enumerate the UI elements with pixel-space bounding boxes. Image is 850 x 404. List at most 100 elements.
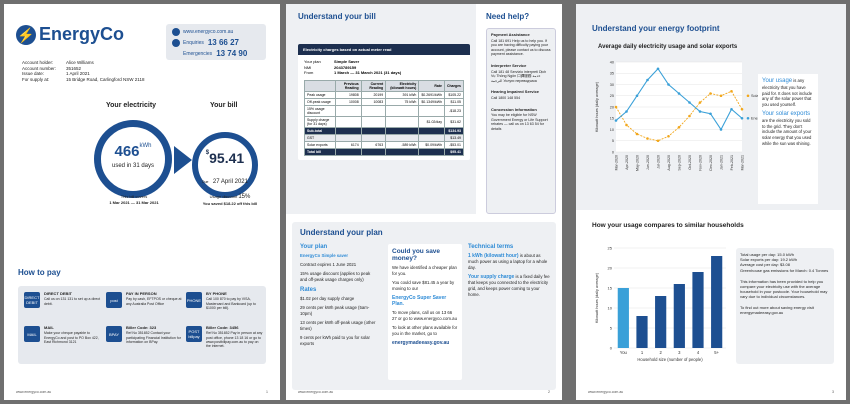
discount-note: Usage discount 15% You saved $18.22 off … — [188, 194, 272, 206]
account-value: 351652 — [66, 65, 82, 71]
paragraph: $1.02 per day supply charge — [300, 296, 355, 301]
table-row: GST $13.49 — [304, 133, 465, 142]
account-row: For supply at: 15 Bridge Road, Carlingfor… — [22, 77, 242, 83]
save-text: We have identified a cheaper plan for yo… — [392, 265, 458, 346]
plan-row-label: Your plan — [304, 59, 321, 64]
y-tick-label: 25 — [608, 245, 613, 250]
y-tick-label: 0 — [610, 345, 613, 350]
need-help-heading: Need help? — [486, 12, 530, 21]
usage-figure: 466kWh — [101, 143, 165, 161]
stats-panel: Total usage per day: 15.0 kWh Solar expor… — [736, 248, 834, 364]
plan-row: NMI 2043789159 — [304, 65, 464, 71]
table-cell: GST — [304, 133, 336, 142]
payment-logo-icon: PHONE — [186, 292, 202, 308]
data-point — [730, 89, 733, 93]
data-point — [646, 78, 649, 82]
paragraph: 9 cents per kWh paid to you for solar ex… — [300, 335, 370, 346]
plan-panel: Understand your plan Your plan EnergyCo … — [292, 222, 556, 390]
payment-desc: Make your cheque payable to EnergyCo and… — [44, 331, 99, 344]
page-footer: www.energyco.com.au 3 — [588, 390, 834, 394]
table-cell: 6763 — [360, 140, 387, 149]
legend-marker — [746, 116, 750, 120]
data-point — [719, 128, 723, 131]
y-tick-label: 35 — [610, 72, 614, 76]
arrow-right-icon — [174, 146, 192, 174]
payment-logo-icon: POST billpay — [186, 326, 202, 342]
payment-text: MAIL Make your cheque payable to EnergyCo… — [44, 325, 102, 344]
help-section: Hearing Impaired Service Call 1800 148 55… — [491, 90, 551, 100]
understand-bill-heading: Understand your bill — [298, 12, 376, 21]
x-tick-label: Jun-2020 — [646, 155, 650, 170]
table-cell: $105.22 — [443, 90, 465, 99]
paragraph: 15% usage discount (applies to peak and … — [300, 271, 371, 282]
plan-row-value: 2043789159 — [334, 64, 357, 70]
help-title: Concession Information — [491, 106, 537, 112]
x-axis-label: Household size (number of people) — [637, 357, 703, 362]
emergencies-row: Emergencies 13 74 90 — [172, 49, 260, 58]
table-cell — [385, 133, 420, 142]
table-cell — [334, 133, 362, 142]
account-value: 1 April 2021 — [66, 71, 90, 76]
paragraph: EnergyCo Simple saver — [300, 253, 349, 258]
usage-value: 466 — [114, 143, 140, 160]
stat-line: Total usage per day: 15.0 kWh — [740, 252, 795, 257]
data-point — [635, 94, 639, 98]
website-link[interactable]: www.energyco.com.au — [183, 29, 234, 35]
plan-row: From 1 March — 31 March 2021 (31 days) — [304, 70, 464, 76]
solar-definition: are the electricity you sold to the grid… — [762, 117, 812, 146]
payment-method: DIRECT DEBIT DIRECT DEBIT Call us on 131 1… — [24, 291, 102, 308]
payment-desc: Call 100 870 to pay by VISA, Mastercard … — [206, 297, 256, 310]
bar-chart-title: How your usage compares to similar house… — [592, 222, 744, 229]
understand-plan-heading: Understand your plan — [300, 228, 383, 237]
payment-text: BY PHONE Call 100 870 to pay by VISA, Mas… — [206, 291, 264, 310]
emergencies-number: 13 74 90 — [216, 49, 248, 58]
info-paragraph: This information has been provided to he… — [740, 278, 828, 300]
paragraph: Contract expires 1 June 2021 — [300, 262, 357, 267]
enquiries-label: Enquiries — [183, 39, 204, 46]
payment-text: PAY IN PERSON Pay by cash, EFTPOS or cheq… — [126, 291, 184, 308]
table-cell: 75 kWh — [385, 97, 420, 106]
data-point — [656, 67, 660, 71]
payment-logo-icon: MAIL — [24, 326, 40, 342]
x-tick-label: 2 — [659, 350, 662, 355]
table-cell: 15% usage discount — [304, 104, 336, 117]
bill-period: This bill covers 1 Mar 2021 — 31 Mar 202… — [96, 194, 172, 205]
table-cell — [360, 147, 387, 156]
footprint-heading: Understand your energy footprint — [592, 24, 720, 33]
help-section: Interpreter Service Call 181 48 Servizio … — [491, 63, 551, 83]
data-point — [614, 119, 618, 122]
bill-card-body: Your plan Simple Saver NMI 2043789159 From 1 … — [298, 55, 470, 160]
payment-title: MAIL — [44, 325, 54, 330]
y-axis-label: Kilowatt hours (daily average) — [595, 272, 599, 323]
x-tick-label: Dec-2020 — [709, 155, 713, 171]
payment-methods: DIRECT DEBIT DIRECT DEBIT Call us on 131 1… — [18, 286, 266, 364]
column-header: Charges — [443, 79, 465, 92]
payment-method: MAIL MAIL Make your cheque payable to Ener… — [24, 325, 102, 344]
x-tick-label: Oct-2020 — [688, 155, 692, 170]
account-value: Alice Williams — [66, 60, 94, 65]
paragraph[interactable]: energymadeeasy.gov.au — [392, 340, 450, 346]
payment-method: PHONE BY PHONE Call 100 870 to pay by VISA… — [186, 291, 264, 310]
data-point — [614, 105, 618, 109]
stat-line: Greenhouse gas emissions for March: 0.4 … — [740, 267, 829, 273]
x-tick-label: 4 — [697, 350, 700, 355]
payment-title: Biller Code: 3456 — [206, 325, 239, 330]
table-cell: Sub-total — [304, 126, 336, 135]
tech-term: 1 kWh (kilowatt hour) is about as much p… — [468, 253, 550, 271]
table-row: Peak usage 19808 20199 391 kWh $0.2691/kWh $1… — [304, 90, 465, 99]
paragraph[interactable]: To move plans, call us on 13 66 27 or go… — [392, 310, 457, 321]
account-label: Issue date: — [22, 71, 45, 76]
y-tick-label: 15 — [610, 117, 614, 121]
rates-text: $1.02 per day supply charge 29 cents per … — [300, 296, 376, 347]
payment-method: POST billpay Biller Code: 3456 Ref No 3516… — [186, 325, 264, 348]
payment-title: PAY IN PERSON — [126, 291, 157, 296]
help-section: Concession Information You may be eligibl… — [491, 106, 551, 132]
x-tick-label: Sep-2020 — [677, 155, 681, 171]
help-title: Hearing Impaired Service — [491, 89, 540, 95]
table-cell: Off-peak usage — [304, 97, 336, 106]
bill-card-title: Electricity charges based on actual mete… — [298, 44, 470, 55]
help-text: You may be eligible for NSW Government E… — [491, 113, 548, 131]
payment-desc: Call us on 131 131 to set up a direct de… — [44, 297, 101, 306]
bill-page-2: Understand your bill Electricity charges… — [286, 4, 562, 400]
x-tick-label: Mar-2021 — [740, 155, 744, 170]
